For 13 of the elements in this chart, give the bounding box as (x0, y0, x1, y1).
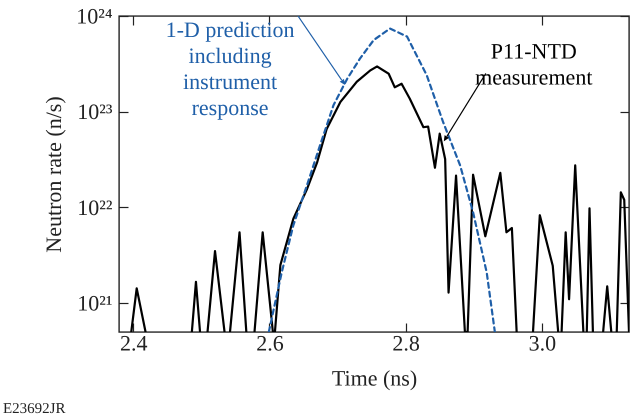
y-tick-label: 10²³ (77, 99, 113, 124)
annotation: 1-D prediction including instrument response (166, 17, 295, 120)
text: E23692JR (3, 401, 66, 415)
y-tick-label: 10²² (77, 194, 113, 220)
y-tick-label: 10²¹ (77, 290, 112, 316)
x-tick-label: 3.0 (528, 330, 556, 356)
annotation: P11-NTD measurement (475, 38, 592, 90)
x-tick-label: 2.4 (120, 330, 148, 356)
x-tick-label: 2.6 (256, 330, 284, 356)
x-axis-title: Time (ns) (332, 366, 418, 390)
y-tick-label: 10²⁴ (76, 4, 113, 28)
x-tick-label: 2.8 (392, 330, 420, 356)
y-axis-title: Neutron rate (n/s) (41, 96, 66, 253)
